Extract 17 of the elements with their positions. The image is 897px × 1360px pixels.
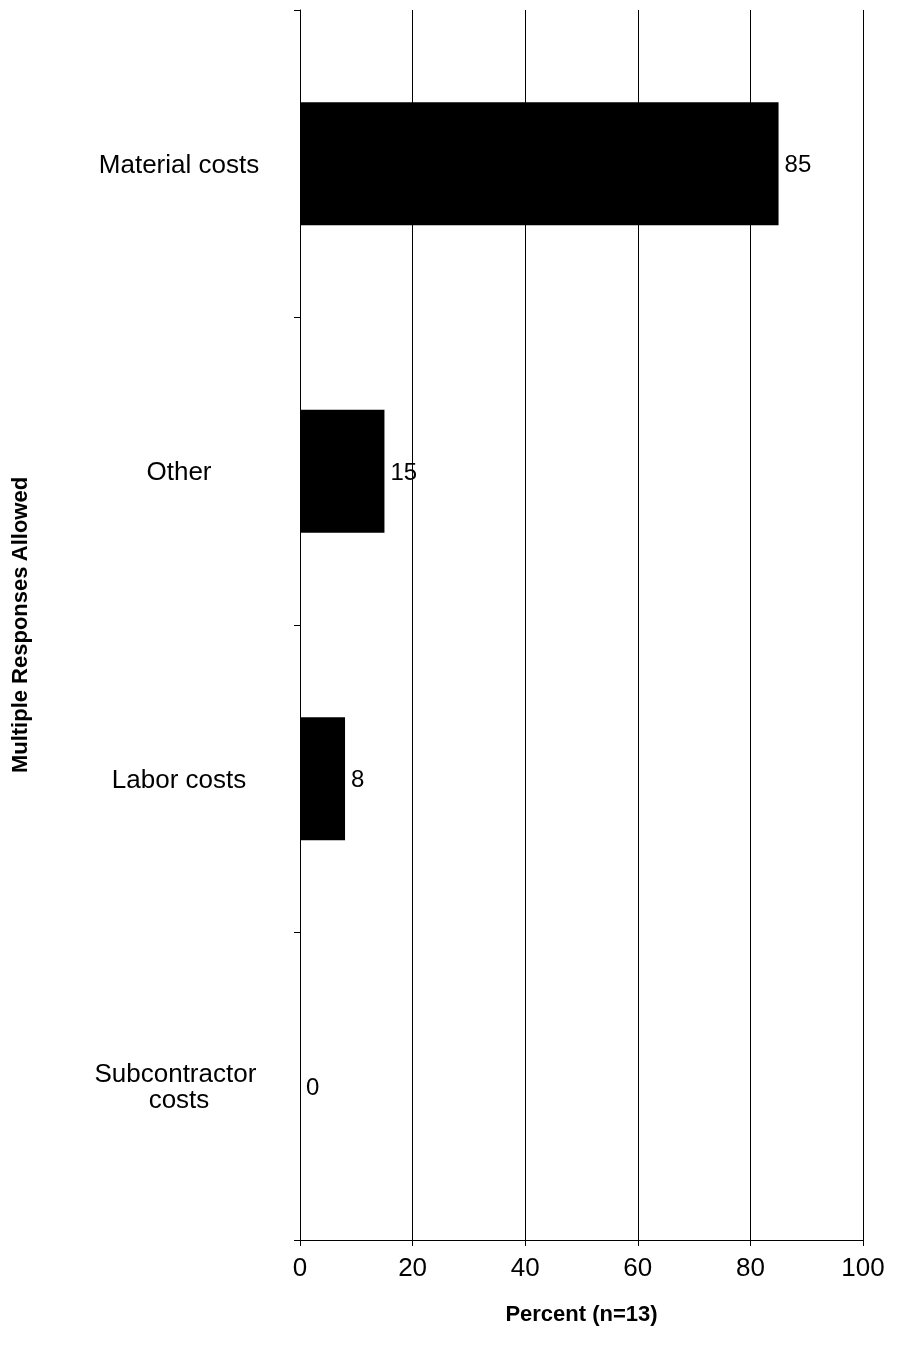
x-axis-title: Percent (n=13) — [505, 1300, 658, 1326]
x-tick-label: 100 — [841, 1252, 885, 1282]
y-tick-label: Labor costs — [111, 763, 247, 794]
y-axis-title: Multiple Responses Allowed — [6, 476, 32, 774]
x-tick-label: 20 — [398, 1252, 428, 1282]
y-tick-label: Material costs — [98, 148, 260, 179]
bar — [300, 717, 346, 841]
x-tick-label: 40 — [510, 1252, 540, 1282]
x-tick-label: 0 — [292, 1252, 308, 1282]
y-tick-label: Subcontractor costs — [94, 1058, 264, 1115]
y-tick-label: Other — [146, 456, 212, 487]
bar — [300, 409, 385, 533]
x-tick-label: 60 — [623, 1252, 653, 1282]
data-label: 85 — [784, 150, 812, 178]
data-label: 8 — [351, 765, 365, 793]
data-label: 0 — [306, 1072, 320, 1100]
x-tick-label: 80 — [735, 1252, 765, 1282]
